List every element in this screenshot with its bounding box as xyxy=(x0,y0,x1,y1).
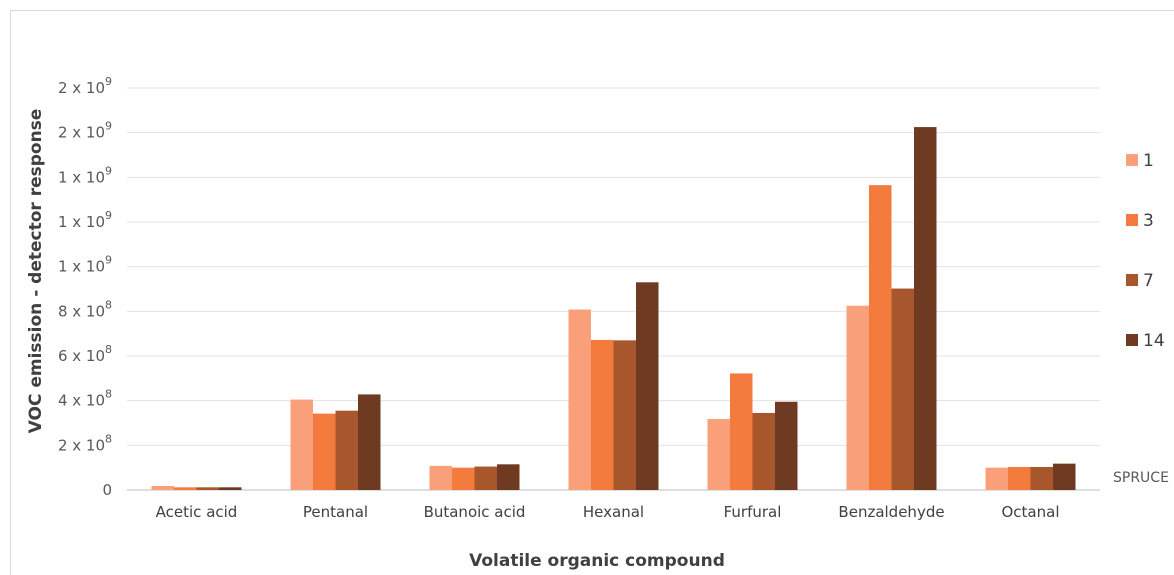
x-category-label: Pentanal xyxy=(303,503,368,521)
legend: 1 3 7 14 xyxy=(1126,151,1165,351)
bar xyxy=(846,305,869,490)
category-labels: Acetic acid Pentanal Butanoic acid Hexanal F… xyxy=(156,503,1060,521)
bar xyxy=(730,373,753,490)
bar xyxy=(914,127,937,490)
bar xyxy=(452,467,475,490)
y-tick-label: 2 x 109 xyxy=(58,75,112,97)
side-label: SPRUCE xyxy=(1113,470,1169,486)
chart-frame xyxy=(10,10,1174,575)
x-category-label: Octanal xyxy=(1002,503,1060,521)
bar xyxy=(1008,466,1031,490)
bar xyxy=(891,288,914,490)
bar xyxy=(174,487,197,490)
legend-swatch xyxy=(1126,214,1138,226)
legend-swatch xyxy=(1126,274,1138,286)
legend-label: 14 xyxy=(1143,331,1165,351)
bar xyxy=(313,413,336,490)
bar xyxy=(497,464,520,490)
bar xyxy=(290,399,313,490)
x-category-label: Acetic acid xyxy=(156,503,238,521)
y-tick-label: 1 x 109 xyxy=(58,164,112,186)
bar xyxy=(1053,463,1076,490)
x-axis-title: Volatile organic compound xyxy=(469,551,725,571)
x-category-label: Hexanal xyxy=(583,503,644,521)
bar xyxy=(613,340,636,490)
bar xyxy=(474,466,497,490)
x-category-label: Benzaldehyde xyxy=(838,503,944,521)
y-tick-label: 4 x 108 xyxy=(58,388,112,410)
bars xyxy=(151,127,1076,490)
y-tick-label: 1 x 109 xyxy=(58,254,112,276)
y-tick-label: 8 x 108 xyxy=(58,298,112,320)
legend-swatch xyxy=(1126,154,1138,166)
bar xyxy=(636,282,659,490)
legend-label: 3 xyxy=(1143,211,1154,231)
bar xyxy=(219,487,242,490)
bar xyxy=(985,467,1008,490)
bar xyxy=(358,394,381,490)
bar xyxy=(151,485,174,490)
y-tick-label: 1 x 109 xyxy=(58,209,112,231)
legend-label: 1 xyxy=(1143,151,1154,171)
bar xyxy=(707,418,730,490)
bar xyxy=(591,339,614,490)
x-category-label: Furfural xyxy=(724,503,782,521)
y-axis-title: VOC emission - detector response xyxy=(26,109,46,434)
x-category-label: Butanoic acid xyxy=(424,503,526,521)
y-tick-label: 0 xyxy=(102,481,112,499)
bar xyxy=(752,412,775,490)
y-tick-labels: 0 2 x 108 4 x 108 6 x 108 8 x 108 1 x 109 1 x … xyxy=(58,75,112,499)
bar xyxy=(775,401,798,490)
bar xyxy=(568,309,591,490)
y-tick-label: 6 x 108 xyxy=(58,343,112,365)
bar xyxy=(429,465,452,490)
bar xyxy=(869,185,892,490)
legend-swatch xyxy=(1126,334,1138,346)
bar xyxy=(196,487,219,490)
bar xyxy=(335,410,358,490)
y-tick-label: 2 x 108 xyxy=(58,432,112,454)
legend-label: 7 xyxy=(1143,271,1154,291)
y-tick-label: 2 x 109 xyxy=(58,120,112,142)
bar xyxy=(1030,466,1053,490)
